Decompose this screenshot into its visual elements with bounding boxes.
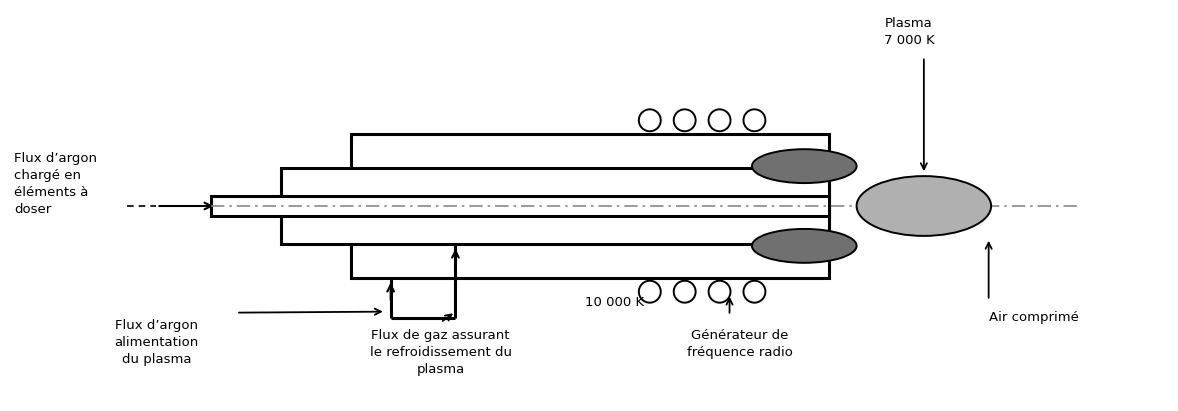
Bar: [351, 134, 829, 278]
Ellipse shape: [752, 149, 856, 183]
Text: 10 000 K: 10 000 K: [585, 296, 644, 309]
Ellipse shape: [856, 176, 991, 236]
Bar: [211, 196, 829, 216]
Text: Flux d’argon
chargé en
éléments à
doser: Flux d’argon chargé en éléments à doser: [14, 152, 97, 216]
Text: Flux d’argon
alimentation
du plasma: Flux d’argon alimentation du plasma: [114, 319, 199, 366]
Text: Air comprimé: Air comprimé: [988, 311, 1079, 323]
Text: Flux de gaz assurant
le refroidissement du
plasma: Flux de gaz assurant le refroidissement …: [370, 328, 511, 376]
Text: Plasma
7 000 K: Plasma 7 000 K: [884, 16, 934, 46]
Ellipse shape: [752, 229, 856, 263]
Bar: [282, 168, 829, 244]
Text: Générateur de
fréquence radio: Générateur de fréquence radio: [687, 328, 793, 358]
